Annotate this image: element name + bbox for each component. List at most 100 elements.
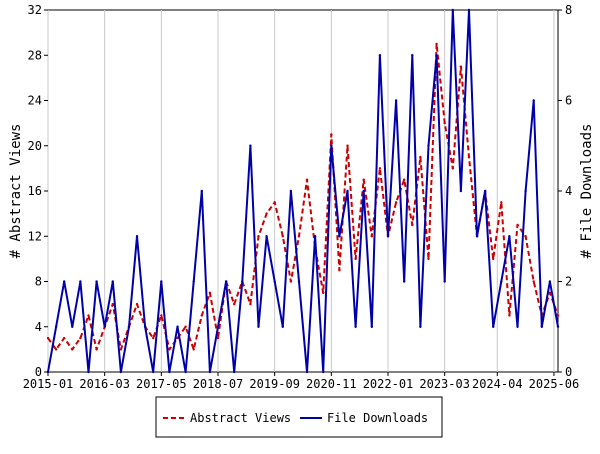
data-point-file-downloads	[322, 370, 325, 374]
data-point-abstract-views	[273, 201, 276, 204]
data-point-abstract-views	[297, 235, 301, 238]
data-point-abstract-views	[216, 336, 220, 340]
x-tick-label: 2022-01	[363, 377, 414, 391]
data-point-file-downloads	[216, 325, 220, 328]
data-point-abstract-views	[362, 178, 365, 181]
data-point-file-downloads	[427, 144, 430, 147]
legend-label-abstract-views: Abstract Views	[190, 411, 291, 425]
data-point-abstract-views	[451, 167, 454, 170]
data-point-file-downloads	[492, 325, 495, 328]
legend-label-file-downloads: File Downloads	[327, 411, 428, 425]
data-point-file-downloads	[103, 325, 106, 328]
data-point-abstract-views	[330, 133, 333, 136]
data-point-file-downloads	[168, 370, 171, 374]
data-point-abstract-views	[111, 302, 114, 306]
data-point-file-downloads	[346, 189, 349, 193]
data-point-abstract-views	[119, 348, 123, 351]
data-point-abstract-views	[402, 178, 406, 181]
series-line-file-downloads	[47, 9, 559, 373]
data-point-file-downloads	[257, 325, 260, 328]
data-point-file-downloads	[532, 99, 535, 102]
data-point-file-downloads	[362, 189, 365, 193]
data-point-file-downloads	[281, 325, 284, 328]
data-point-abstract-views	[427, 257, 430, 261]
y2-tick-label: 0	[565, 365, 572, 379]
data-point-file-downloads	[265, 235, 268, 238]
data-point-file-downloads	[540, 325, 544, 328]
data-point-file-downloads	[500, 280, 503, 283]
data-point-file-downloads	[71, 325, 74, 328]
data-point-abstract-views	[200, 314, 204, 317]
data-point-file-downloads	[467, 8, 471, 12]
data-point-abstract-views	[548, 291, 552, 295]
y-tick-label: 32	[28, 3, 42, 17]
x-tick-label: 2020-11	[306, 377, 357, 391]
data-point-abstract-views	[419, 155, 422, 159]
y-tick-label: 20	[28, 139, 42, 153]
data-point-file-downloads	[208, 370, 212, 374]
axis-layer: 2015-01 2016-03 2017-05 2018-07 2019-09 2020-…	[23, 3, 580, 391]
data-point-file-downloads	[451, 8, 454, 12]
data-point-file-downloads	[241, 280, 244, 283]
data-point-abstract-views	[532, 280, 535, 283]
y2-tick-label: 4	[565, 184, 572, 198]
data-point-abstract-views	[184, 325, 187, 328]
data-point-abstract-views	[208, 291, 212, 295]
data-point-file-downloads	[443, 280, 446, 283]
data-point-file-downloads	[402, 280, 406, 283]
y-tick-label: 0	[35, 365, 42, 379]
data-point-abstract-views	[459, 65, 463, 68]
data-point-abstract-views	[54, 348, 58, 351]
data-point-file-downloads	[475, 235, 479, 238]
data-point-file-downloads	[127, 325, 131, 328]
data-point-abstract-views	[168, 348, 171, 351]
data-point-file-downloads	[313, 235, 317, 238]
data-point-file-downloads	[305, 370, 309, 374]
y-tick-label: 8	[35, 275, 42, 289]
data-point-file-downloads	[330, 144, 333, 147]
data-point-file-downloads	[338, 235, 341, 238]
data-point-abstract-views	[232, 302, 236, 306]
data-point-abstract-views	[79, 336, 82, 340]
y2-tick-label: 2	[565, 275, 572, 289]
data-point-abstract-views	[87, 314, 90, 317]
data-point-abstract-views	[556, 314, 560, 317]
data-point-file-downloads	[419, 325, 422, 328]
data-point-file-downloads	[354, 325, 357, 328]
data-point-file-downloads	[249, 144, 252, 147]
data-point-abstract-views	[354, 257, 357, 261]
data-point-file-downloads	[232, 370, 236, 374]
plot-area	[47, 9, 559, 373]
data-point-file-downloads	[95, 280, 98, 283]
data-point-file-downloads	[297, 280, 301, 283]
x-tick-label: 2024-04	[472, 377, 523, 391]
legend-box	[155, 396, 443, 438]
data-point-file-downloads	[54, 325, 58, 328]
y-tick-label: 12	[28, 229, 42, 243]
data-point-abstract-views	[411, 223, 414, 227]
x-tick-label: 2017-05	[136, 377, 187, 391]
data-point-abstract-views	[152, 336, 155, 340]
data-point-abstract-views	[338, 268, 341, 272]
x-tick-label: 2025-06	[529, 377, 580, 391]
data-point-file-downloads	[135, 235, 139, 238]
data-point-file-downloads	[548, 280, 552, 283]
y-axis-title: # Abstract Views	[8, 124, 24, 259]
data-point-abstract-views	[378, 167, 382, 170]
data-point-file-downloads	[200, 189, 204, 193]
data-point-file-downloads	[435, 54, 438, 57]
data-point-file-downloads	[508, 235, 511, 238]
data-point-abstract-views	[305, 178, 309, 181]
data-point-file-downloads	[79, 280, 82, 283]
data-point-abstract-views	[265, 212, 268, 215]
y2-axis-title: # File Downloads	[579, 124, 595, 259]
data-point-file-downloads	[160, 280, 163, 283]
data-point-abstract-views	[346, 144, 349, 147]
data-point-file-downloads	[192, 280, 195, 283]
data-point-abstract-views	[289, 280, 293, 283]
data-point-abstract-views	[192, 348, 195, 351]
y2-tick-label: 8	[565, 3, 572, 17]
y-tick-label: 24	[28, 94, 42, 108]
